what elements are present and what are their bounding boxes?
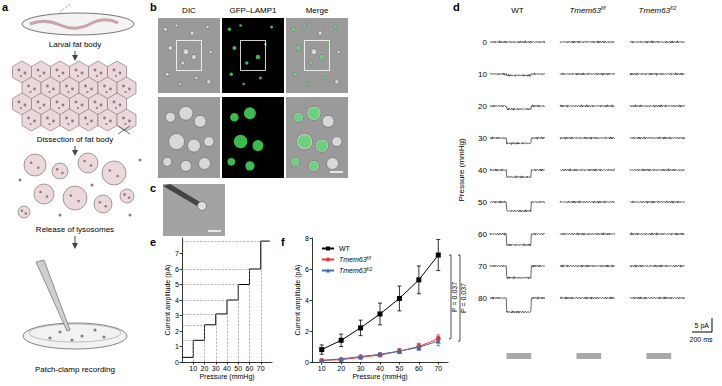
svg-text:0: 0 (175, 359, 179, 366)
svg-text:f: f (281, 236, 285, 248)
svg-text:20: 20 (201, 365, 209, 372)
svg-text:5 pA: 5 pA (695, 322, 710, 330)
svg-text:30: 30 (212, 365, 220, 372)
svg-text:f/2: f/2 (367, 266, 373, 272)
svg-text:10: 10 (478, 70, 487, 79)
svg-text:WT: WT (339, 245, 351, 252)
svg-text:Patch-clamp recording: Patch-clamp recording (35, 365, 115, 374)
svg-text:3: 3 (175, 312, 179, 319)
svg-text:Tmem63: Tmem63 (339, 267, 367, 274)
svg-text:Merge: Merge (306, 6, 329, 15)
svg-text:b: b (150, 1, 157, 13)
svg-text:Dissection of fat body: Dissection of fat body (37, 135, 113, 144)
svg-text:Tmem63f/2: Tmem63f/2 (639, 5, 678, 15)
svg-text:Current amplitude (pA): Current amplitude (pA) (164, 265, 172, 336)
svg-text:f/f: f/f (367, 255, 372, 261)
svg-text:2: 2 (175, 328, 179, 335)
svg-text:8: 8 (305, 235, 309, 242)
svg-text:P = 0.037: P = 0.037 (451, 282, 458, 312)
svg-text:e: e (150, 236, 156, 248)
svg-text:50: 50 (234, 365, 242, 372)
svg-text:40: 40 (223, 365, 231, 372)
svg-text:50: 50 (396, 365, 404, 372)
svg-text:6: 6 (175, 266, 179, 273)
svg-text:10: 10 (189, 365, 197, 372)
svg-text:40: 40 (478, 166, 487, 175)
svg-text:7: 7 (175, 250, 179, 257)
svg-text:Current amplitude (pA): Current amplitude (pA) (294, 265, 302, 336)
svg-text:a: a (2, 1, 9, 13)
svg-text:4: 4 (305, 297, 309, 304)
svg-text:DIC: DIC (182, 6, 196, 15)
svg-text:20: 20 (337, 365, 345, 372)
svg-text:0: 0 (305, 359, 309, 366)
svg-text:0: 0 (483, 38, 488, 47)
svg-text:Tmem63f/f: Tmem63f/f (569, 5, 607, 15)
svg-text:c: c (150, 182, 156, 194)
svg-text:50: 50 (478, 198, 487, 207)
svg-text:Larval fat body: Larval fat body (49, 40, 101, 49)
svg-text:10: 10 (318, 365, 326, 372)
svg-text:Pressure (mmHg): Pressure (mmHg) (352, 373, 407, 381)
svg-text:d: d (453, 1, 460, 13)
svg-text:4: 4 (175, 297, 179, 304)
svg-text:40: 40 (376, 365, 384, 372)
svg-text:20: 20 (478, 102, 487, 111)
svg-text:2: 2 (305, 328, 309, 335)
svg-text:Pressure (mmHg): Pressure (mmHg) (199, 373, 254, 381)
svg-text:6: 6 (305, 266, 309, 273)
svg-text:60: 60 (246, 365, 254, 372)
svg-text:70: 70 (478, 262, 487, 271)
svg-text:Release of lysosomes: Release of lysosomes (36, 225, 114, 234)
svg-text:70: 70 (434, 365, 442, 372)
svg-text:Pressure (mmHg): Pressure (mmHg) (457, 138, 466, 201)
svg-text:5: 5 (175, 281, 179, 288)
svg-text:P = 0.037: P = 0.037 (460, 283, 467, 313)
svg-text:200 ms: 200 ms (690, 336, 713, 343)
svg-text:60: 60 (478, 230, 487, 239)
svg-text:70: 70 (257, 365, 265, 372)
svg-text:1: 1 (175, 343, 179, 350)
svg-text:80: 80 (478, 294, 487, 303)
svg-text:30: 30 (478, 134, 487, 143)
svg-text:WT: WT (511, 6, 524, 15)
svg-text:30: 30 (357, 365, 365, 372)
svg-text:GFP–LAMP1: GFP–LAMP1 (229, 6, 277, 15)
svg-text:Tmem63: Tmem63 (339, 256, 367, 263)
svg-text:60: 60 (415, 365, 423, 372)
